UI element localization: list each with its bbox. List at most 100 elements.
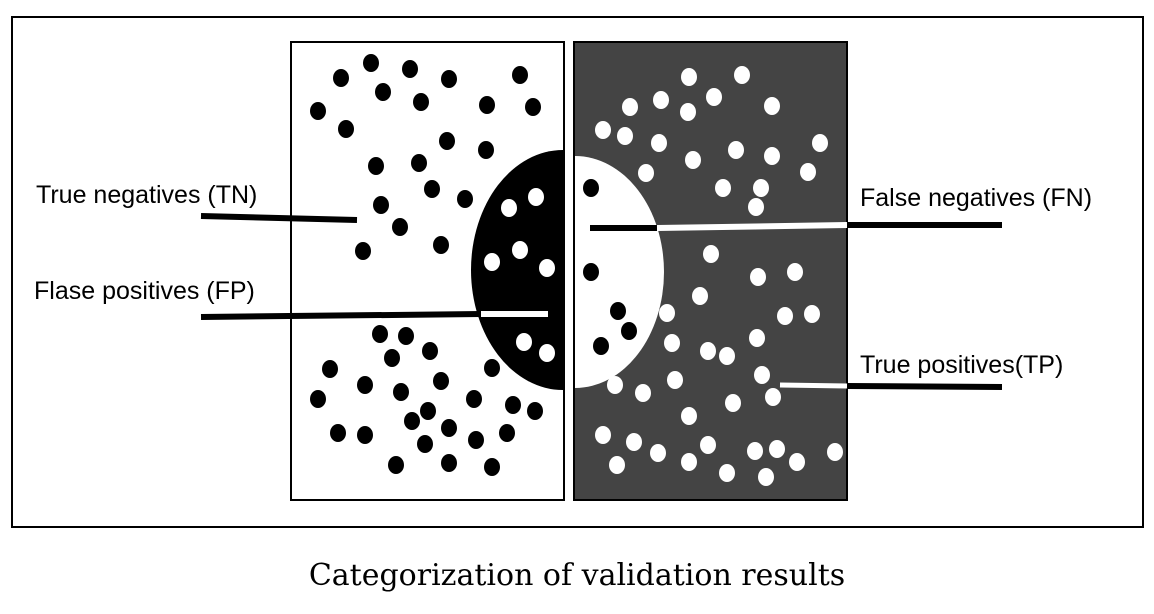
positive-sample-dot <box>728 141 744 159</box>
positive-sample-dot <box>595 121 611 139</box>
positive-sample-dot <box>700 436 716 454</box>
positive-sample-dot <box>749 329 765 347</box>
positive-sample-dot <box>692 287 708 305</box>
positive-sample-dot <box>804 305 820 323</box>
negative-sample-dot <box>583 179 599 197</box>
positive-sample-dot <box>501 199 517 217</box>
negative-sample-dot <box>610 302 626 320</box>
negative-sample-dot <box>413 93 429 111</box>
positive-sample-dot <box>595 426 611 444</box>
negative-sample-dot <box>384 349 400 367</box>
tn-leader-line <box>200 213 358 223</box>
negative-sample-dot <box>512 66 528 84</box>
positive-sample-dot <box>664 334 680 352</box>
positive-sample-dot <box>650 444 666 462</box>
negative-sample-dot <box>398 327 414 345</box>
positive-sample-dot <box>703 245 719 263</box>
negative-sample-dot <box>424 180 440 198</box>
negative-sample-dot <box>363 54 379 72</box>
positive-sample-dot <box>635 384 651 402</box>
positive-sample-dot <box>653 91 669 109</box>
negative-sample-dot <box>322 360 338 378</box>
positive-sample-dot <box>681 407 697 425</box>
negative-sample-dot <box>330 424 346 442</box>
negative-sample-dot <box>593 337 609 355</box>
negative-sample-dot <box>439 132 455 150</box>
true-negatives-label: True negatives (TN) <box>36 181 258 209</box>
positive-sample-dot <box>812 134 828 152</box>
tp-leader-line-black <box>846 383 1003 390</box>
negative-sample-dot <box>466 390 482 408</box>
negative-sample-dot <box>479 96 495 114</box>
negative-sample-dot <box>420 402 436 420</box>
positive-sample-dot <box>484 253 500 271</box>
positive-sample-dot <box>622 98 638 116</box>
negative-sample-dot <box>417 435 433 453</box>
negative-sample-dot <box>441 454 457 472</box>
negative-sample-dot <box>525 98 541 116</box>
selected-region-true-positive <box>575 156 664 388</box>
negative-sample-dot <box>499 424 515 442</box>
negative-sample-dot <box>393 383 409 401</box>
false-positives-label: Flase positives (FP) <box>34 277 255 305</box>
positive-sample-dot <box>787 263 803 281</box>
negative-sample-dot <box>375 83 391 101</box>
positive-sample-dot <box>539 259 555 277</box>
positive-sample-dot <box>827 443 843 461</box>
negative-sample-dot <box>368 157 384 175</box>
positive-sample-dot <box>680 103 696 121</box>
dots-layer <box>310 54 843 486</box>
positive-sample-dot <box>758 468 774 486</box>
positive-sample-dot <box>638 164 654 182</box>
positive-sample-dot <box>800 163 816 181</box>
negative-sample-dot <box>372 325 388 343</box>
tp-leader-line-white <box>779 382 848 389</box>
negative-sample-dot <box>527 402 543 420</box>
negative-sample-dot <box>355 242 371 260</box>
true-positives-label: True positives(TP) <box>860 351 1064 379</box>
positive-sample-dot <box>512 241 528 259</box>
positive-sample-dot <box>651 134 667 152</box>
negative-sample-dot <box>478 141 494 159</box>
positive-sample-dot <box>719 347 735 365</box>
positive-sample-dot <box>715 179 731 197</box>
fn-leader-line-white <box>656 222 848 231</box>
positive-sample-dot <box>516 333 532 351</box>
positive-sample-dot <box>626 433 642 451</box>
positive-sample-dot <box>765 388 781 406</box>
positive-sample-dot <box>769 440 785 458</box>
positive-sample-dot <box>681 68 697 86</box>
negative-sample-dot <box>357 426 373 444</box>
positive-sample-dot <box>667 371 683 389</box>
negative-sample-dot <box>333 69 349 87</box>
positive-sample-dot <box>539 344 555 362</box>
positive-sample-dot <box>754 366 770 384</box>
positive-sample-dot <box>617 127 633 145</box>
negative-sample-dot <box>392 218 408 236</box>
negative-sample-dot <box>433 372 449 390</box>
negative-sample-dot <box>422 342 438 360</box>
negative-sample-dot <box>441 70 457 88</box>
positive-sample-dot <box>734 66 750 84</box>
positive-sample-dot <box>685 151 701 169</box>
positive-sample-dot <box>700 342 716 360</box>
negative-sample-dot <box>373 196 389 214</box>
negative-sample-dot <box>468 431 484 449</box>
negative-sample-dot <box>411 154 427 172</box>
positive-sample-dot <box>638 272 654 290</box>
positive-sample-dot <box>753 179 769 197</box>
negative-sample-dot <box>484 359 500 377</box>
positive-sample-dot <box>747 442 763 460</box>
positive-sample-dot <box>748 198 764 216</box>
positive-sample-dot <box>750 268 766 286</box>
negative-sample-dot <box>505 396 521 414</box>
positive-sample-dot <box>764 97 780 115</box>
negative-sample-dot <box>357 376 373 394</box>
positive-sample-dot <box>609 456 625 474</box>
negative-sample-dot <box>484 458 500 476</box>
selected-region-false-positive <box>471 150 563 390</box>
negative-sample-dot <box>433 236 449 254</box>
negative-sample-dot <box>457 190 473 208</box>
